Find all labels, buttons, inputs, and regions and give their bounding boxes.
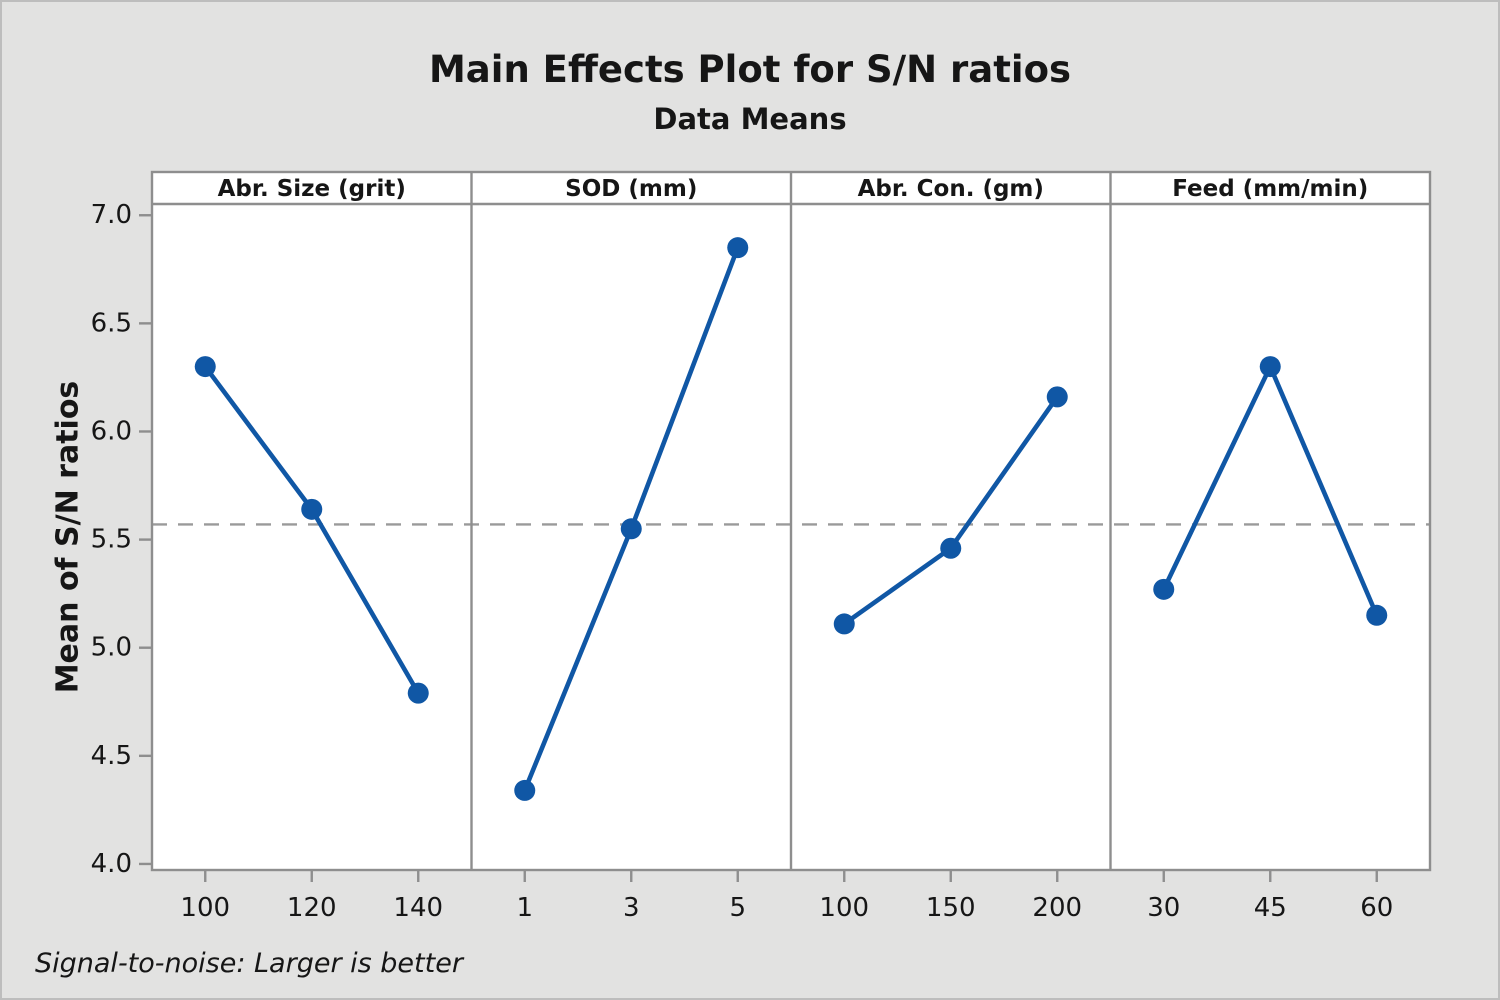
data-point-3-1 <box>1259 356 1281 378</box>
panel-header-label-0: Abr. Size (grit) <box>218 176 406 202</box>
data-point-3-0 <box>1153 578 1175 600</box>
x-tick-label-0-1: 120 <box>287 893 337 923</box>
y-tick-label-5: 6.5 <box>91 308 132 338</box>
data-point-0-0 <box>194 356 216 378</box>
data-point-1-2 <box>727 237 749 259</box>
data-point-1-0 <box>514 779 536 801</box>
x-tick-label-0-0: 100 <box>180 893 230 923</box>
panel-header-label-3: Feed (mm/min) <box>1172 176 1368 202</box>
y-tick-label-0: 4.0 <box>91 849 132 879</box>
data-point-2-2 <box>1046 386 1068 408</box>
footnote-text: Signal-to-noise: Larger is better <box>35 948 463 979</box>
data-point-2-1 <box>940 537 962 559</box>
panel-header-label-2: Abr. Con. (gm) <box>858 176 1044 202</box>
panel-header-label-1: SOD (mm) <box>565 176 697 202</box>
y-tick-label-2: 5.0 <box>91 633 132 663</box>
x-tick-label-3-2: 60 <box>1360 893 1393 923</box>
x-tick-label-3-1: 45 <box>1254 893 1287 923</box>
data-point-2-0 <box>833 613 855 635</box>
x-tick-label-2-0: 100 <box>819 893 869 923</box>
x-tick-label-2-1: 150 <box>926 893 976 923</box>
y-tick-label-6: 7.0 <box>91 200 132 230</box>
data-point-0-2 <box>407 682 429 704</box>
chart-subtitle: Data Means <box>653 102 847 136</box>
chart-title: Main Effects Plot for S/N ratios <box>428 48 1072 91</box>
x-tick-label-1-0: 1 <box>516 893 533 923</box>
y-tick-label-3: 5.5 <box>91 525 132 555</box>
data-point-3-2 <box>1366 604 1388 626</box>
x-tick-label-2-2: 200 <box>1032 893 1082 923</box>
y-tick-label-4: 6.0 <box>91 416 132 446</box>
x-tick-label-0-2: 140 <box>393 893 443 923</box>
x-tick-label-1-2: 5 <box>729 893 746 923</box>
data-point-0-1 <box>301 498 323 520</box>
y-tick-label-1: 4.5 <box>91 741 132 771</box>
data-point-1-1 <box>620 518 642 540</box>
x-tick-label-3-0: 30 <box>1147 893 1180 923</box>
x-tick-label-1-1: 3 <box>623 893 640 923</box>
